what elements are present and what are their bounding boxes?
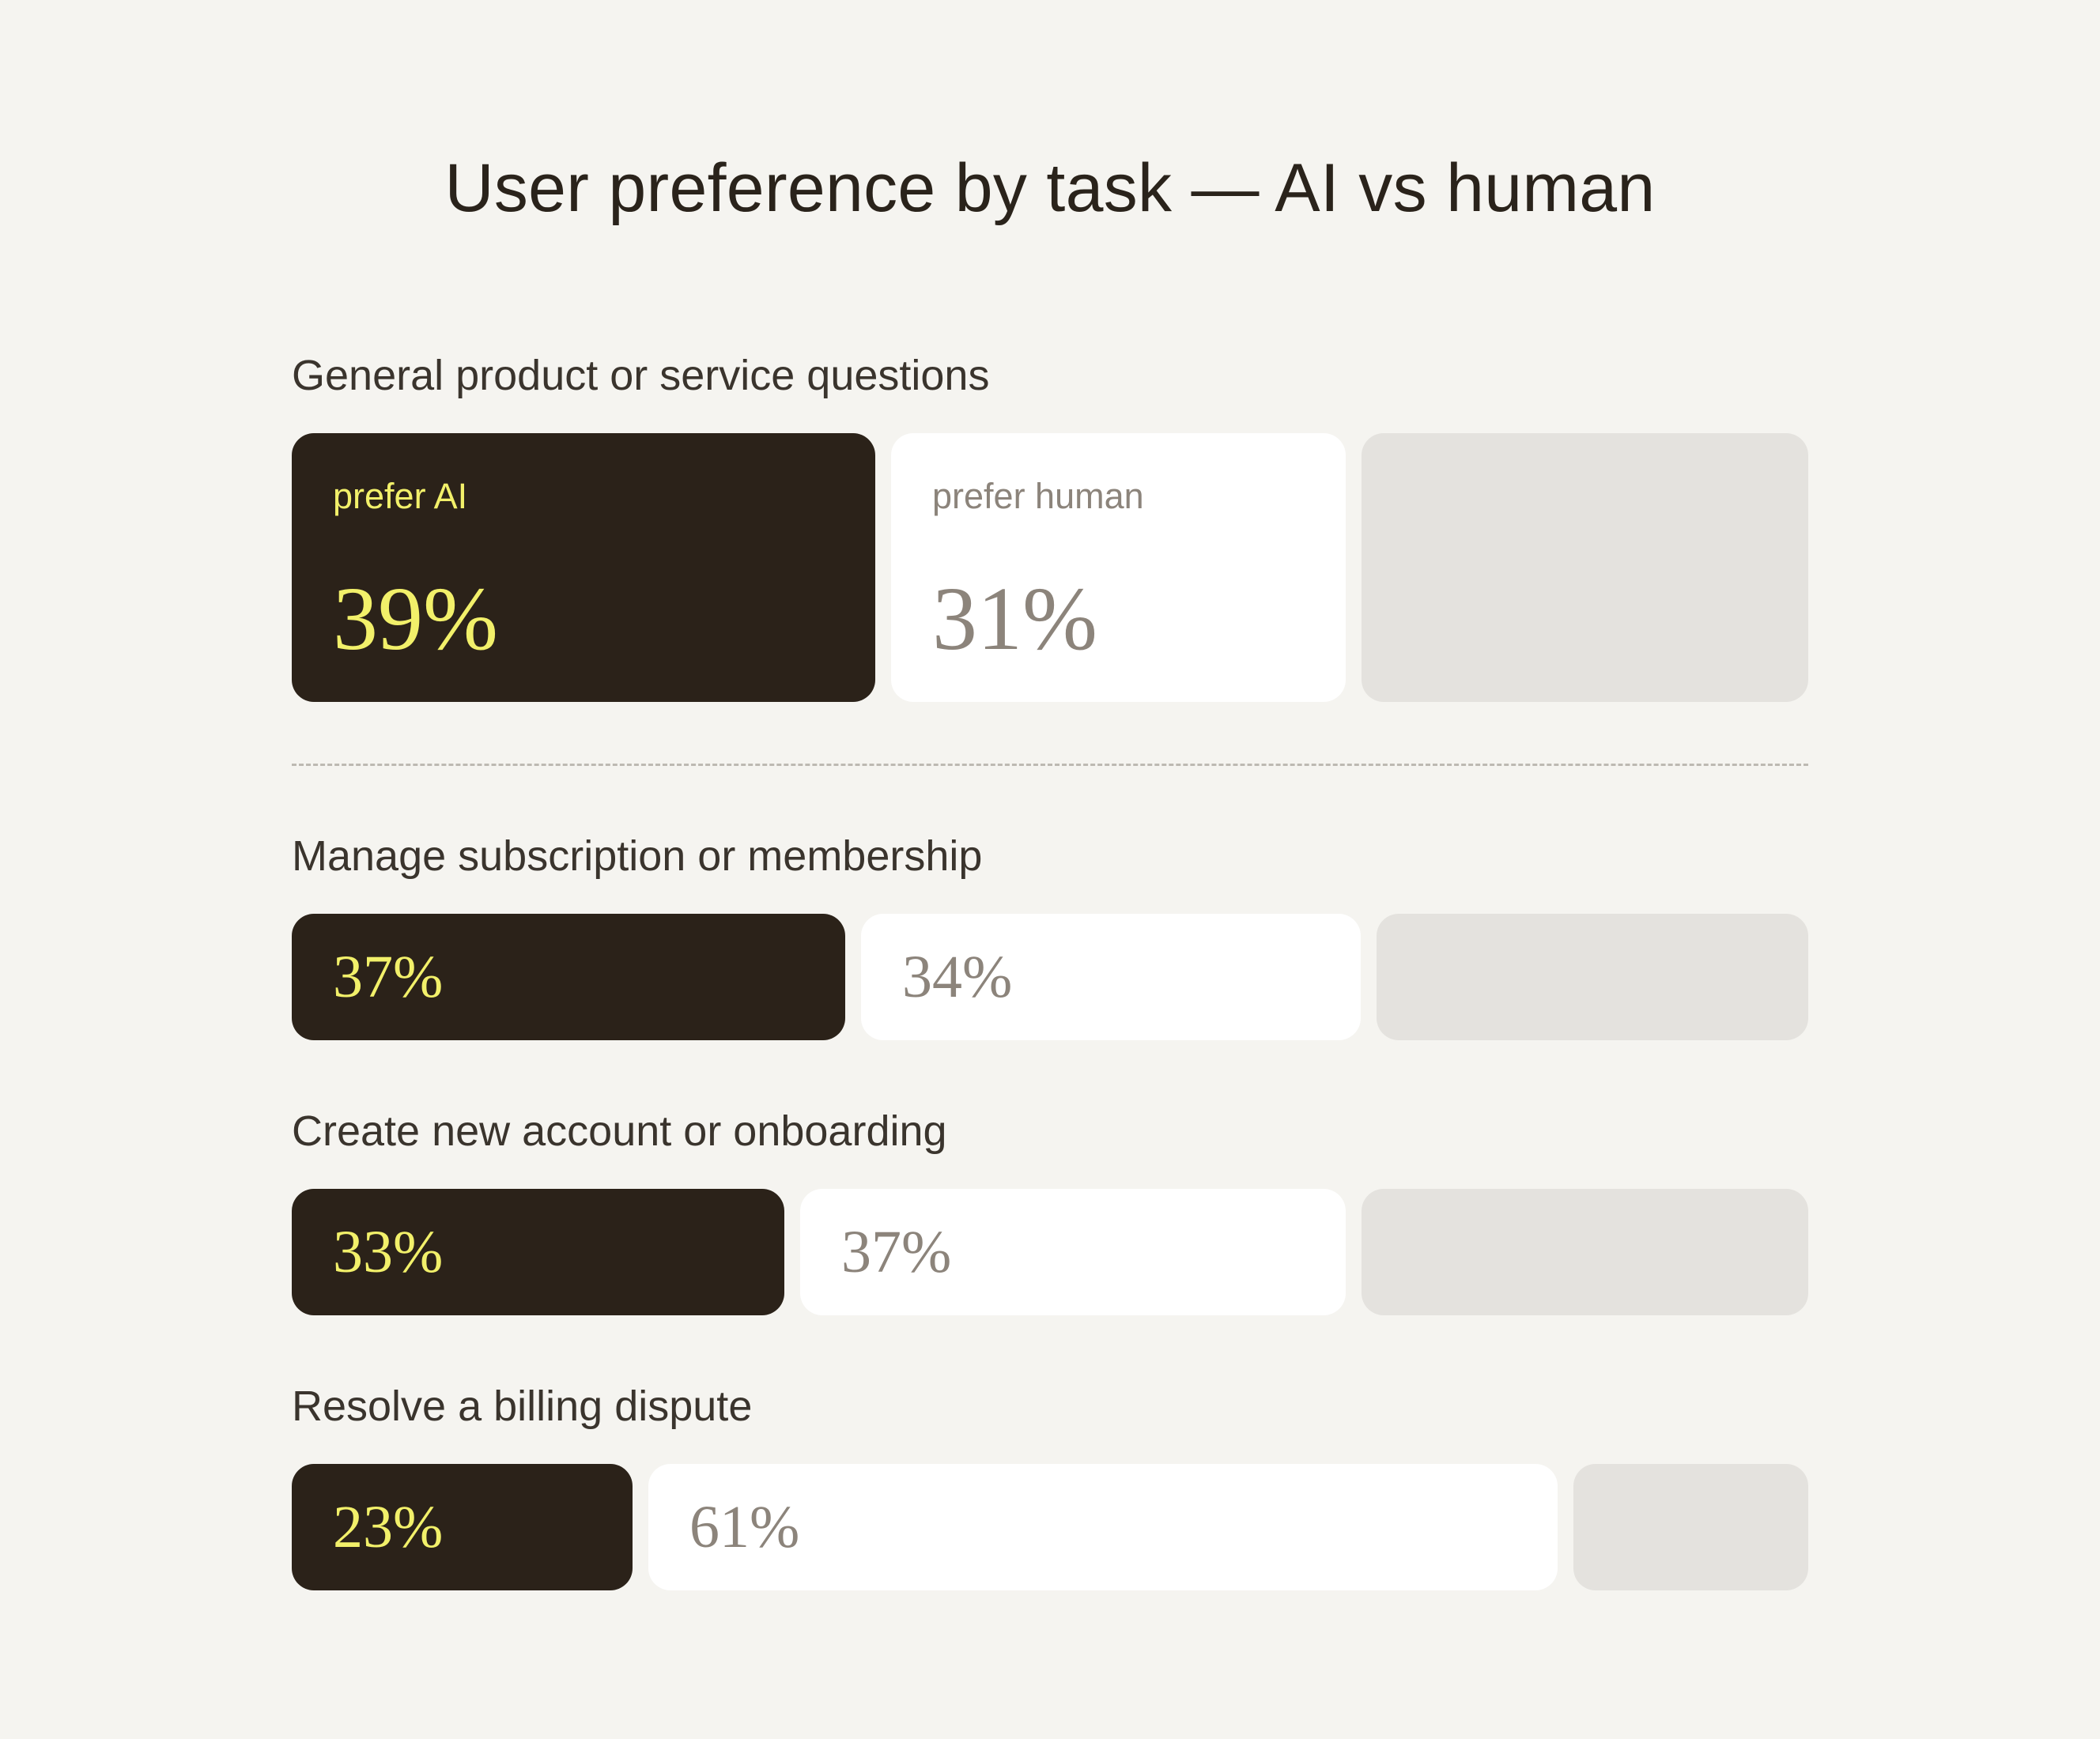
bar-ai-4: 23% [292,1464,633,1590]
bar-remainder-2 [1377,914,1808,1040]
bar-human-3: 37% [800,1189,1346,1315]
bar-remainder-4 [1573,1464,1808,1590]
value-label-ai-1: 39% [333,568,498,669]
bar-remainder-3 [1362,1189,1808,1315]
row-label-create-new-account-or-onboarding: Create new account or onboarding [292,1107,947,1155]
value-label-ai-2: 37% [333,943,444,1010]
value-label-ai-3: 33% [333,1218,444,1285]
row-label-general-product-or-service-questions: General product or service questions [292,352,990,399]
row-label-resolve-a-billing-dispute: Resolve a billing dispute [292,1383,753,1430]
value-label-human-3: 37% [841,1218,952,1285]
bar-ai-3: 33% [292,1189,784,1315]
bar-human-4: 61% [648,1464,1558,1590]
chart-title: User preference by task — AI vs human [444,150,1656,226]
row-label-manage-subscription-or-membership: Manage subscription or membership [292,832,983,880]
legend-divider [292,764,1808,766]
value-label-human-1: 31% [932,568,1097,669]
value-label-human-2: 34% [902,943,1013,1010]
bar-ai-1: prefer AI 39% [292,433,875,702]
bar-remainder-1 [1362,433,1808,702]
bar-human-2: 34% [861,914,1361,1040]
bar-ai-2: 37% [292,914,845,1040]
legend-label-ai: prefer AI [333,476,468,516]
legend-label-human: prefer human [932,476,1144,516]
value-label-human-4: 61% [689,1493,800,1560]
value-label-ai-4: 23% [333,1493,444,1560]
bar-human-1: prefer human 31% [891,433,1346,702]
